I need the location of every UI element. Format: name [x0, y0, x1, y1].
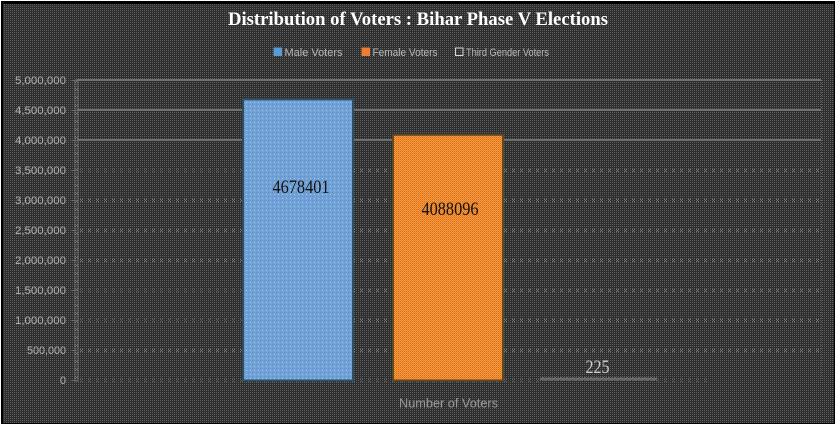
svg-text:1,000,000: 1,000,000 — [15, 315, 66, 327]
svg-text:Number of Voters: Number of Voters — [399, 396, 498, 411]
svg-text:4088096: 4088096 — [422, 200, 479, 220]
svg-text:4,000,000: 4,000,000 — [15, 135, 66, 147]
svg-text:4678401: 4678401 — [273, 178, 330, 198]
svg-text:Distribution of Voters : Bihar: Distribution of Voters : Bihar Phase V E… — [228, 9, 608, 30]
svg-text:Male Voters: Male Voters — [285, 47, 343, 59]
svg-text:2,000,000: 2,000,000 — [15, 255, 66, 267]
svg-text:0: 0 — [60, 375, 66, 387]
svg-text:500,000: 500,000 — [27, 345, 66, 357]
svg-text:4,500,000: 4,500,000 — [15, 105, 66, 117]
svg-text:2,500,000: 2,500,000 — [15, 225, 66, 237]
svg-text:225: 225 — [586, 358, 610, 378]
svg-text:Third Gender Voters: Third Gender Voters — [466, 47, 549, 59]
svg-text:3,000,000: 3,000,000 — [15, 195, 66, 207]
svg-text:3,500,000: 3,500,000 — [15, 165, 66, 177]
svg-text:Female Voters: Female Voters — [373, 47, 438, 59]
svg-text:1,500,000: 1,500,000 — [15, 285, 66, 297]
svg-text:5,000,000: 5,000,000 — [15, 75, 66, 87]
